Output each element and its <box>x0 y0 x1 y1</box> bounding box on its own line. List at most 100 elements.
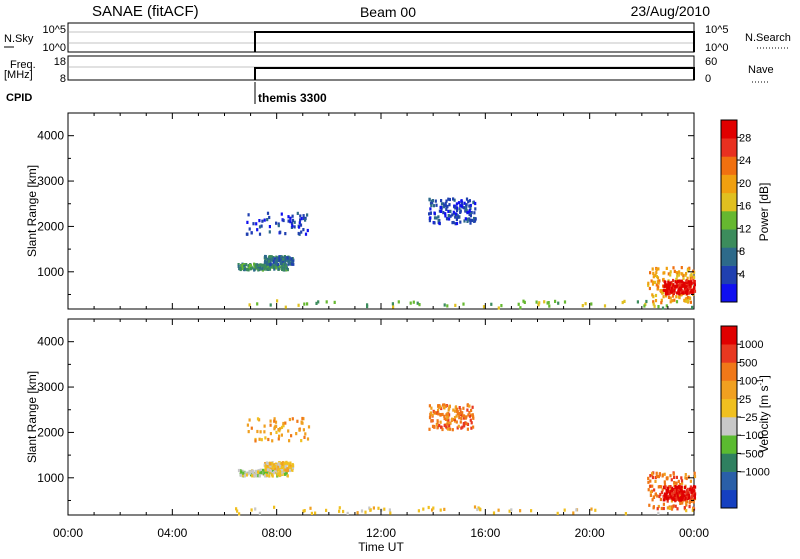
data-cell <box>663 492 666 496</box>
data-cell <box>267 259 271 263</box>
data-cell <box>677 479 680 483</box>
data-cell <box>692 269 695 273</box>
data-cell <box>257 268 260 272</box>
data-cell <box>492 511 496 515</box>
data-cell <box>455 420 458 424</box>
data-cell <box>455 212 458 216</box>
data-cell <box>422 507 425 511</box>
data-cell <box>439 205 442 209</box>
data-cell <box>651 267 654 271</box>
data-cell <box>438 221 441 225</box>
data-cell <box>428 212 431 216</box>
data-cell <box>260 438 263 442</box>
data-cell <box>267 262 270 266</box>
data-cell <box>673 498 676 502</box>
data-cell <box>285 264 288 268</box>
data-cell <box>676 485 679 489</box>
data-cell <box>288 259 291 263</box>
data-cell <box>431 201 434 205</box>
data-cell <box>277 428 280 432</box>
data-cell <box>623 299 626 303</box>
data-cell <box>658 494 661 499</box>
data-cell <box>471 405 474 409</box>
data-cell <box>662 288 665 292</box>
data-cell <box>671 294 675 298</box>
data-cell <box>471 413 474 417</box>
data-cell <box>543 300 546 304</box>
data-cell <box>444 417 448 421</box>
data-cell <box>669 485 672 489</box>
data-cell <box>668 506 672 510</box>
data-cell <box>280 425 284 429</box>
data-cell <box>472 201 475 205</box>
data-cell <box>302 216 305 221</box>
data-cell <box>280 465 283 469</box>
data-cell <box>280 433 283 437</box>
data-cell <box>295 432 298 436</box>
data-cell <box>688 496 691 500</box>
data-cell <box>247 264 250 268</box>
data-cell <box>676 507 679 511</box>
data-cell <box>466 427 469 431</box>
data-cell <box>662 502 665 506</box>
data-cell <box>473 216 476 221</box>
data-cell <box>258 219 261 223</box>
data-cell <box>460 201 463 205</box>
data-cell <box>458 207 461 211</box>
data-cell <box>432 204 435 208</box>
data-cell <box>468 410 471 415</box>
data-cell <box>681 481 684 485</box>
data-cell <box>684 476 687 480</box>
data-cell <box>259 430 262 434</box>
data-cell <box>254 266 257 270</box>
data-cell <box>280 212 283 216</box>
data-cell <box>662 506 665 511</box>
data-cell <box>685 495 688 499</box>
data-cell <box>266 262 269 266</box>
data-cell <box>658 279 661 283</box>
data-cell <box>265 461 268 465</box>
data-cell <box>669 474 672 478</box>
data-cell <box>461 411 464 415</box>
data-cell <box>657 281 660 285</box>
data-cell <box>274 420 278 424</box>
data-cell <box>263 267 266 271</box>
nave-label: Nave <box>748 64 774 76</box>
data-cell <box>649 490 652 494</box>
data-cell <box>287 219 290 223</box>
data-cell <box>300 421 303 425</box>
data-cell <box>453 198 456 202</box>
data-cell <box>278 434 281 438</box>
colorbar-tick-label: −25 <box>739 412 758 424</box>
data-cell <box>678 279 681 283</box>
data-cell <box>296 211 299 215</box>
data-cell <box>672 284 675 289</box>
data-cell <box>427 505 430 510</box>
data-cell <box>674 285 677 289</box>
data-cell <box>429 207 432 211</box>
data-cell <box>274 259 277 263</box>
data-cell <box>448 203 451 207</box>
data-cell <box>663 472 666 476</box>
data-cell <box>671 492 674 496</box>
data-cell <box>456 409 459 413</box>
data-cell <box>448 404 451 408</box>
data-cell <box>260 224 263 228</box>
data-cell <box>651 484 654 488</box>
power-panel: 1000 2000 3000 4000 <box>37 112 697 310</box>
data-cell <box>277 267 280 271</box>
data-cell <box>453 204 456 208</box>
cpid-value: themis 3300 <box>258 91 327 105</box>
data-cell <box>473 505 477 509</box>
data-cell <box>304 216 307 220</box>
data-cell <box>670 496 673 500</box>
data-cell <box>654 293 658 298</box>
data-cell <box>455 202 458 206</box>
data-cell <box>274 468 277 472</box>
data-cell <box>292 464 295 468</box>
data-cell <box>265 470 269 475</box>
data-cell <box>470 218 473 222</box>
data-cell <box>663 480 666 484</box>
data-cell <box>684 497 687 501</box>
data-cell <box>443 507 446 511</box>
